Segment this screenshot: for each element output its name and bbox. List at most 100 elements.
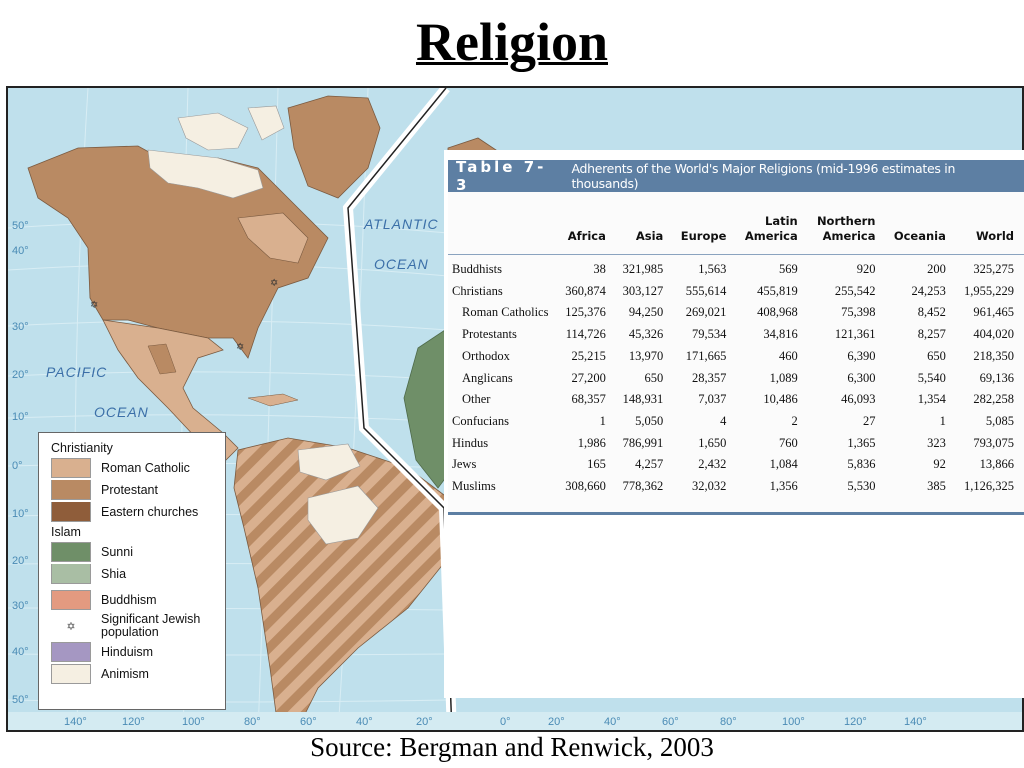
table-cell: 1,365: [847, 435, 876, 450]
longitude-label: 0°: [500, 716, 511, 728]
table-cell: 303,127: [622, 283, 664, 298]
legend-item-roman-catholic: Roman Catholic: [45, 457, 219, 479]
table-cell: 7,037: [698, 392, 727, 407]
table-cell: 1,084: [769, 457, 798, 472]
legend-item-jewish: ✡ Significant Jewish population: [45, 611, 219, 641]
longitude-label: 80°: [720, 716, 737, 728]
table-cell: 308,660: [565, 479, 606, 494]
table-cell: 793,075: [973, 435, 1014, 450]
table-row: Jews 165 4,257 2,432 1,084 5,836 92 13,866: [448, 454, 1024, 476]
table-cell: 200: [927, 262, 946, 276]
slide-title: Religion: [415, 12, 608, 72]
legend-label: Roman Catholic: [101, 460, 190, 475]
table-row: Christians 360,874 303,127 555,614 455,819 25…: [448, 281, 1024, 303]
table-cell: 408,968: [757, 305, 798, 320]
table-row: Muslims 308,660 778,362 32,032 1,356 5,530 385…: [448, 476, 1024, 498]
longitude-label: 100°: [182, 716, 205, 728]
ocean-label-pacific: PACIFIC: [46, 364, 108, 380]
table-cell: 1,650: [698, 435, 727, 450]
table-cell: 325,275: [973, 262, 1014, 276]
table-cell: 46,093: [841, 392, 876, 407]
table-cell: 2: [791, 413, 798, 428]
legend-item-protestant: Protestant: [45, 479, 219, 501]
longitude-label: 120°: [122, 716, 145, 728]
table-row: Hindus 1,986 786,991 1,650 760 1,365 323 793,07…: [448, 433, 1024, 455]
legend-swatch: [51, 480, 91, 500]
table-row: Other 68,357 148,931 7,037 10,486 46,093 1,354…: [448, 389, 1024, 411]
latitude-label: 10°: [12, 411, 29, 423]
legend-swatch: [51, 590, 91, 610]
latitude-label: 40°: [12, 646, 29, 658]
table-cell: 569: [778, 262, 798, 276]
table-cell: 1: [599, 413, 606, 428]
table-cell: 32,032: [692, 479, 727, 494]
legend-label: Shia: [101, 566, 127, 581]
table-cell: 5,540: [917, 370, 946, 385]
table-cell: 27: [862, 413, 876, 428]
table-cell: 94,250: [628, 305, 664, 320]
legend-item-shia: Shia: [45, 563, 219, 585]
table-row: Roman Catholics 125,376 94,250 269,021 408,9…: [448, 302, 1024, 324]
table-cell: 778,362: [622, 479, 664, 494]
latitude-label: 50°: [12, 220, 29, 232]
legend-swatch: [51, 642, 91, 662]
row-label: Roman Catholics: [462, 305, 549, 320]
table-cell: 4: [720, 413, 727, 428]
longitude-label: 40°: [356, 716, 373, 728]
legend-swatch: [51, 542, 91, 562]
table-body: Africa Asia Europe Latin America Northern Amer…: [448, 192, 1024, 515]
legend-swatch: [51, 564, 91, 584]
column-header: Africa: [558, 192, 616, 255]
table-cell: 282,258: [973, 392, 1014, 407]
latitude-label: 40°: [12, 245, 29, 257]
table-cell: 404,020: [973, 327, 1014, 342]
table-cell: 760: [778, 435, 798, 450]
svg-text:✡: ✡: [90, 300, 98, 311]
ocean-label-atlantic: OCEAN: [374, 256, 429, 272]
column-header: Northern America: [807, 192, 886, 255]
table-cell: 171,665: [685, 348, 727, 363]
longitude-label: 20°: [416, 716, 433, 728]
table-cell: 555,614: [685, 283, 727, 298]
longitude-label: 140°: [904, 716, 927, 728]
table-cell: 68,357: [571, 392, 606, 407]
table-cell: 1,955,229: [964, 283, 1014, 298]
longitude-label: 120°: [844, 716, 867, 728]
table-cell: 323: [927, 435, 946, 450]
row-label: Orthodox: [462, 348, 510, 363]
row-label: Anglicans: [462, 370, 513, 385]
table-cell: 75,398: [841, 305, 876, 320]
table-cell: 961,465: [973, 305, 1014, 320]
legend-label: Animism: [101, 666, 149, 681]
column-header: Oceania: [885, 192, 956, 255]
table-cell: 6,300: [847, 370, 876, 385]
row-label: Jews: [452, 457, 477, 472]
table-cell: 38: [593, 262, 606, 276]
svg-text:✡: ✡: [236, 342, 244, 353]
table-cell: 2,432: [698, 457, 727, 472]
column-header: World: [955, 192, 1024, 255]
row-label: Muslims: [452, 479, 496, 494]
table-cell: 27,200: [571, 370, 606, 385]
table-caption: Adherents of the World's Major Religions…: [571, 161, 956, 191]
latitude-label: 30°: [12, 321, 29, 333]
longitude-label: 20°: [548, 716, 565, 728]
table-cell: 69,136: [979, 370, 1014, 385]
table-cell: 218,350: [973, 348, 1014, 363]
row-label: Hindus: [452, 435, 489, 450]
column-header: Latin America: [736, 192, 808, 255]
ocean-label-pacific: OCEAN: [94, 404, 149, 420]
table-cell: 8,452: [917, 305, 946, 320]
legend-label: Hinduism: [101, 644, 154, 659]
ocean-label-atlantic: ATLANTIC: [364, 216, 439, 232]
latitude-label: 0°: [12, 460, 23, 472]
table-cell: 1,089: [769, 370, 798, 385]
table-cell: 650: [927, 348, 946, 363]
column-header: Europe: [673, 192, 737, 255]
svg-text:✡: ✡: [270, 278, 278, 289]
table-cell: 24,253: [911, 283, 946, 298]
table-cell: 385: [927, 479, 946, 494]
legend-label: Significant Jewish population: [101, 612, 201, 639]
legend-item-hinduism: Hinduism: [45, 641, 219, 663]
table-header-row: Africa Asia Europe Latin America Northern Amer…: [448, 192, 1024, 255]
